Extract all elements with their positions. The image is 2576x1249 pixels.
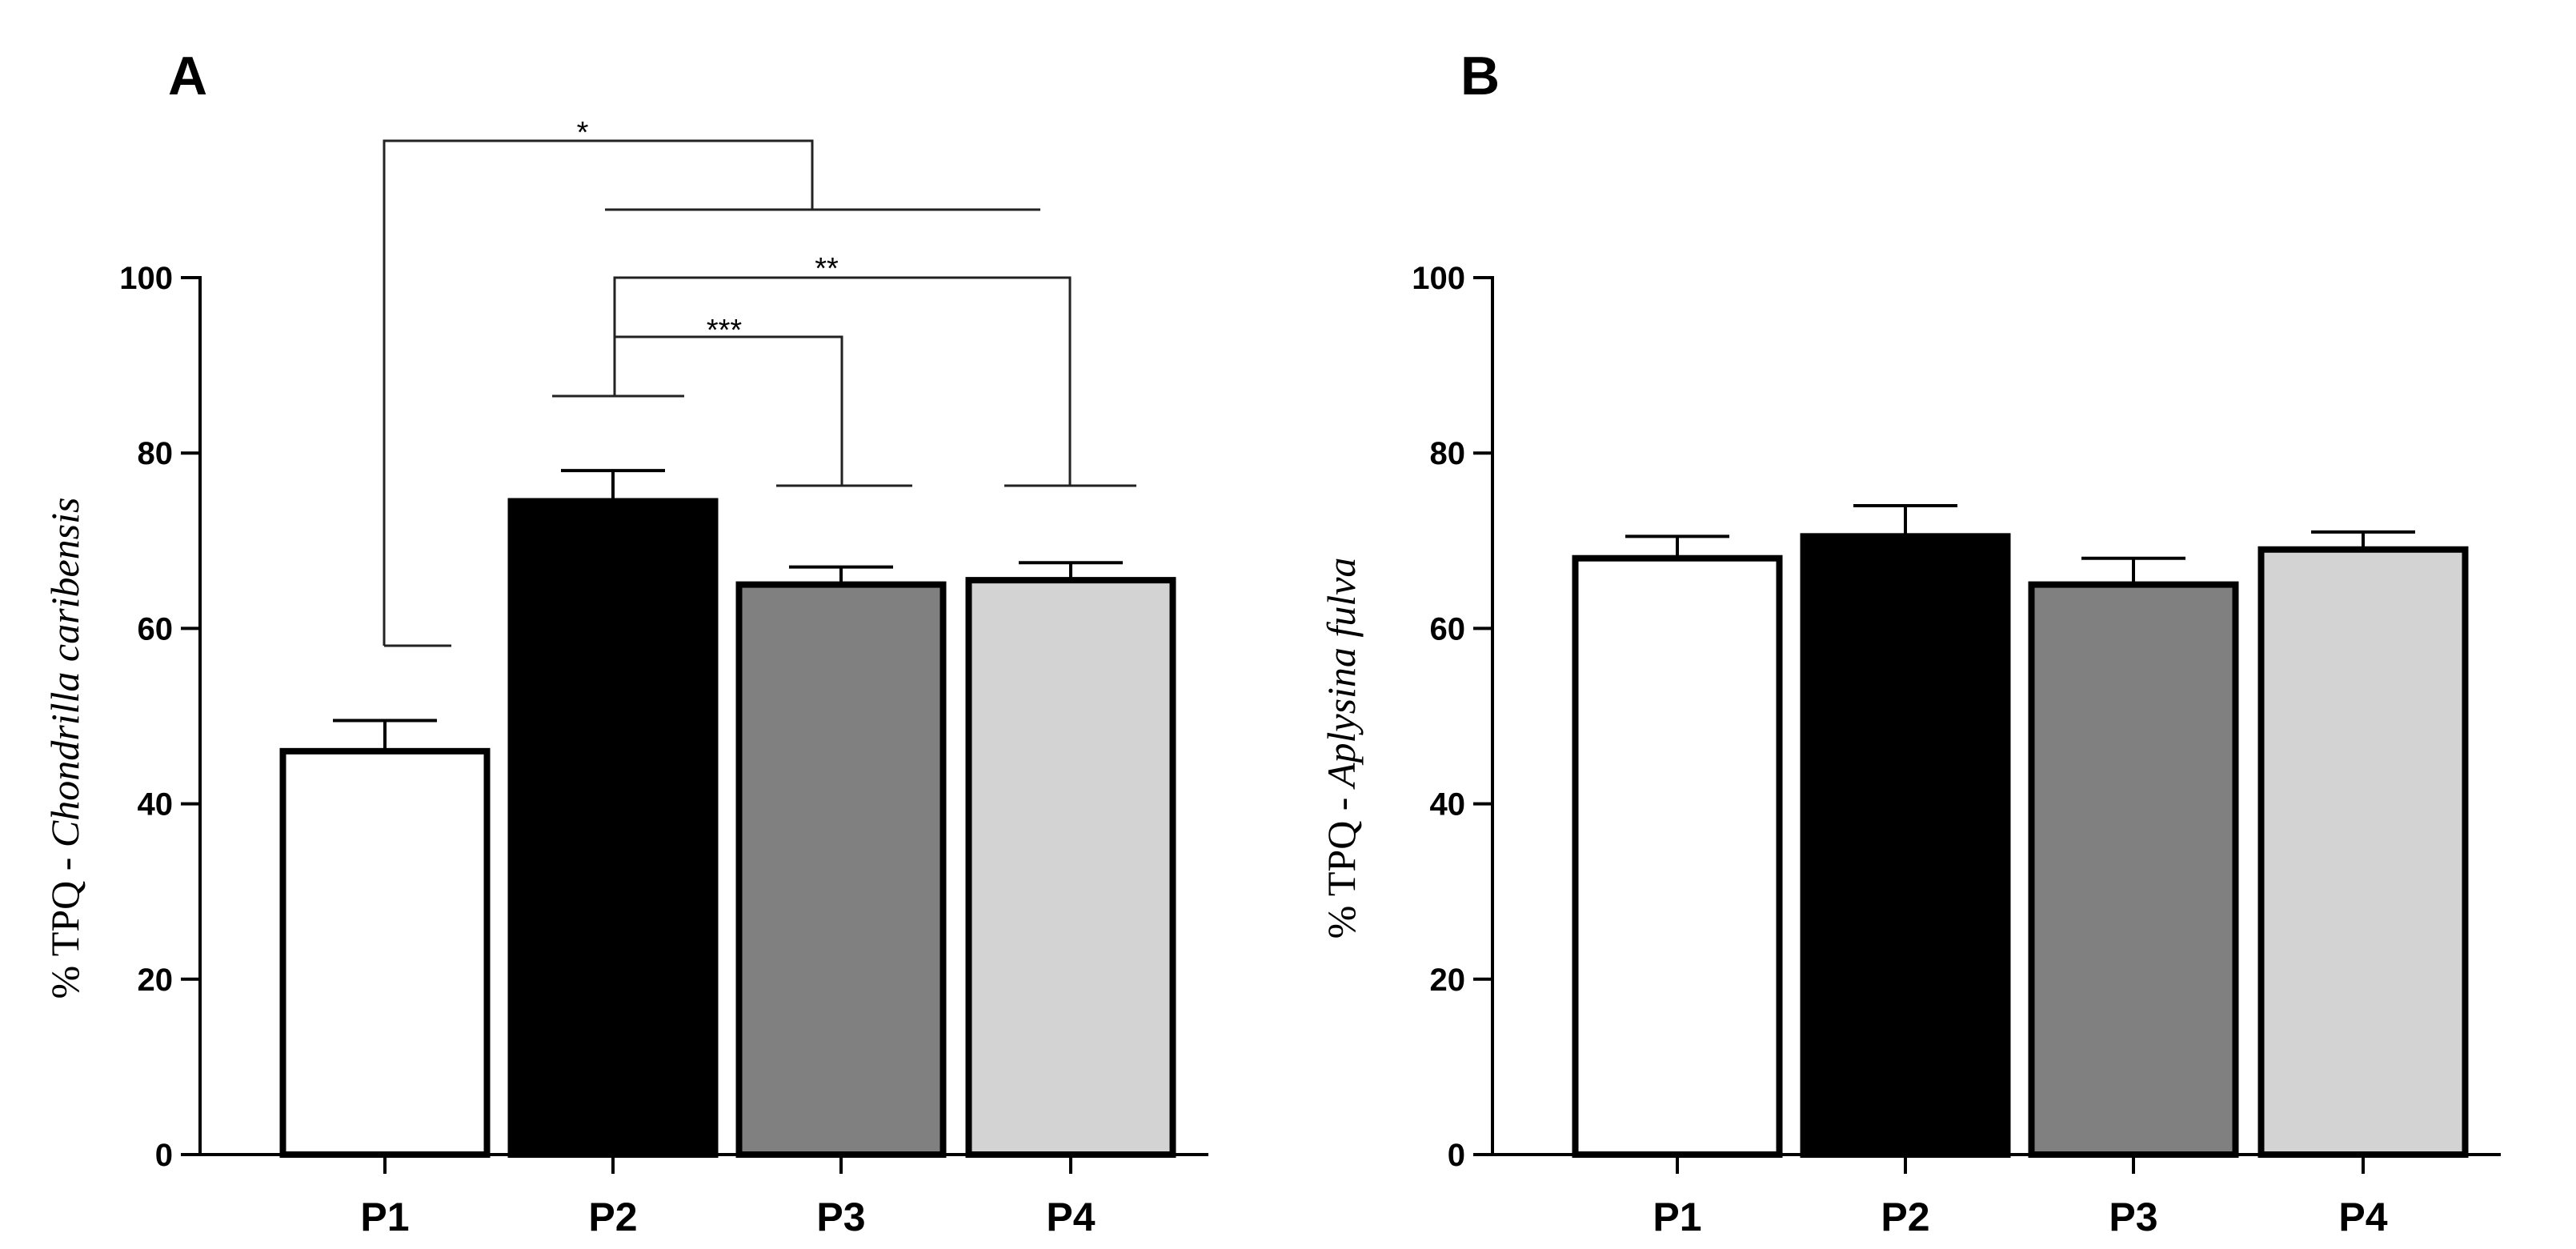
bar-p3 bbox=[735, 581, 947, 1158]
y-tick-label-40: 40 bbox=[1430, 787, 1466, 823]
x-tick-label-p1: P1 bbox=[360, 1195, 409, 1239]
x-tick-label-p1: P1 bbox=[1653, 1195, 1701, 1239]
bar-p4 bbox=[965, 577, 1176, 1158]
x-tick-label-p3: P3 bbox=[816, 1195, 865, 1239]
y-tick-label-100: 100 bbox=[1412, 261, 1465, 296]
significance-bracket-p2-p3 bbox=[615, 335, 912, 487]
bar-p1 bbox=[279, 747, 491, 1159]
bar-p1 bbox=[1572, 554, 1783, 1158]
x-tick-label-p2: P2 bbox=[1881, 1195, 1929, 1239]
y-axis-label: % TPQ - Chondrilla caribensis bbox=[42, 498, 87, 999]
y-tick-label-0: 0 bbox=[1448, 1138, 1465, 1173]
y-tick-label-40: 40 bbox=[138, 787, 174, 823]
y-tick-label-60: 60 bbox=[138, 611, 174, 647]
y-axis-label-species: Chondrilla caribensis bbox=[42, 498, 87, 848]
y-axis-label-prefix: % TPQ - bbox=[1319, 787, 1364, 939]
significance-label-0: * bbox=[577, 116, 589, 150]
y-tick-label-100: 100 bbox=[119, 261, 173, 296]
x-tick-label-p4: P4 bbox=[2338, 1195, 2387, 1239]
y-tick-label-0: 0 bbox=[155, 1138, 173, 1173]
y-tick-label-80: 80 bbox=[138, 436, 174, 471]
y-axis-label-prefix: % TPQ - bbox=[42, 847, 87, 999]
y-axis-label-species: Aplysina fulva bbox=[1319, 558, 1364, 790]
y-tick-label-20: 20 bbox=[138, 963, 174, 998]
bar-p4 bbox=[2258, 546, 2469, 1158]
panel-letter: B bbox=[1460, 46, 1500, 106]
significance-label-1: ** bbox=[815, 252, 839, 286]
bar-p3 bbox=[2028, 581, 2239, 1158]
x-tick-label-p4: P4 bbox=[1046, 1195, 1095, 1239]
y-tick-label-80: 80 bbox=[1430, 436, 1466, 471]
panel-a: A % TPQ - Chondrilla caribensis P1 P2 P3 P4 0 2… bbox=[42, 46, 1208, 1239]
y-tick-label-60: 60 bbox=[1430, 611, 1466, 647]
significance-bracket-p2-p4 bbox=[552, 276, 1136, 487]
y-axis-label: % TPQ - Aplysina fulva bbox=[1319, 558, 1364, 939]
x-tick-label-p2: P2 bbox=[588, 1195, 637, 1239]
panel-b: B % TPQ - Aplysina fulva P1 P2 P3 P4 0 20 40 60 80… bbox=[1319, 46, 2501, 1239]
panel-letter: A bbox=[168, 46, 207, 106]
bar-p2 bbox=[507, 498, 719, 1158]
x-tick-label-p3: P3 bbox=[2109, 1195, 2157, 1239]
significance-bracket-p1 bbox=[383, 139, 814, 647]
bar-p2 bbox=[1800, 533, 2011, 1158]
y-tick-label-20: 20 bbox=[1430, 963, 1466, 998]
significance-label-2: *** bbox=[707, 314, 743, 347]
